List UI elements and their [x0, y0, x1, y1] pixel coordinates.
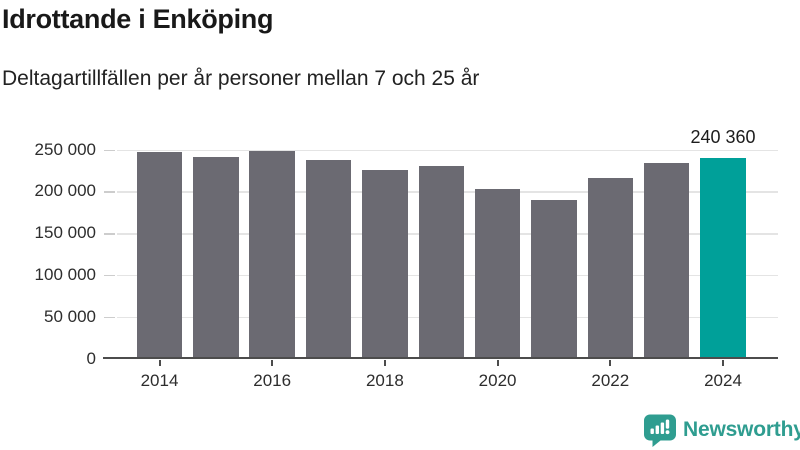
newsworthy-wordmark: Newsworthy: [683, 418, 800, 441]
x-tick: [609, 359, 612, 366]
bar-2018: [362, 169, 408, 359]
x-axis-label: 2020: [478, 371, 517, 390]
x-axis-line: [103, 357, 778, 360]
y-tick: [104, 233, 115, 235]
y-tick: [104, 316, 115, 319]
bar-2017: [305, 159, 352, 359]
bar-2022: [587, 177, 634, 359]
bar-2015: [193, 157, 239, 359]
y-axis-label: 250 000: [34, 139, 96, 159]
newsworthy-icon: [644, 414, 676, 447]
x-axis-label: 2024: [704, 371, 742, 390]
y-axis-label: 200 000: [34, 181, 96, 201]
x-axis-label: 2018: [365, 371, 404, 390]
bar-2020: [474, 188, 521, 359]
x-axis-label: 2016: [253, 371, 292, 390]
x-tick: [271, 359, 274, 366]
y-axis-label: 0: [86, 348, 96, 368]
y-axis-label: 50 000: [44, 306, 96, 326]
x-tick: [383, 359, 386, 366]
y-axis-label: 150 000: [34, 223, 96, 243]
x-tick: [722, 359, 724, 366]
y-tick: [104, 191, 115, 193]
x-axis-label: 2022: [591, 371, 630, 390]
x-axis-label: 2014: [140, 371, 179, 390]
x-tick: [158, 359, 161, 366]
bar-2021: [531, 200, 577, 359]
chart-subtitle: Deltagartillfällen per år personer mella…: [2, 67, 480, 90]
y-tick: [104, 274, 115, 277]
y-axis-label: 100 000: [34, 264, 96, 284]
y-tick: [104, 149, 115, 151]
chart-title: Idrottande i Enköping: [2, 4, 274, 34]
bar-2019: [418, 166, 464, 359]
x-tick: [496, 359, 499, 366]
gridline: [117, 149, 778, 151]
bar-2014: [136, 152, 183, 359]
bar-2023: [643, 162, 690, 359]
highlight-value-label: 240 360: [690, 127, 756, 147]
bar-2016: [249, 151, 295, 359]
bar-2024: [700, 157, 746, 359]
newsworthy-logo: Newsworthy: [643, 412, 800, 448]
